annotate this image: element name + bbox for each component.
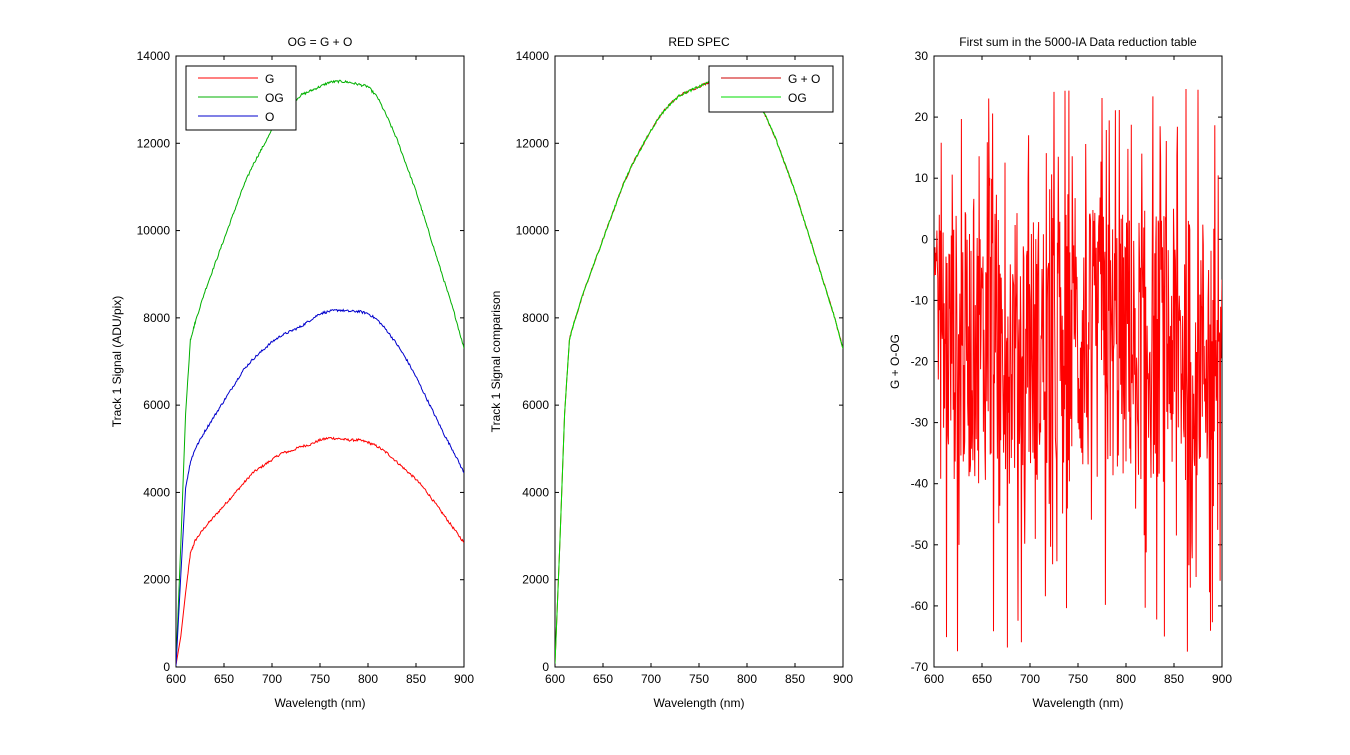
y-tick-label: 12000 [516, 136, 550, 150]
x-tick-label: 700 [262, 672, 282, 686]
y-tick-label: -20 [911, 355, 929, 369]
y-tick-label: 2000 [143, 573, 170, 587]
legend: G OG O [185, 65, 297, 131]
x-tick-label: 900 [1212, 672, 1232, 686]
legend-label: O [265, 110, 274, 124]
y-tick-label: 0 [542, 660, 549, 674]
x-tick-label: 900 [454, 672, 474, 686]
y-tick-label: 0 [163, 660, 170, 674]
legend-box [185, 65, 297, 131]
chart-3: 600 650 700 750 800 850 900 -70 -60 -50 -40 -30 -20 -… [888, 35, 1232, 710]
x-tick-label: 600 [166, 672, 186, 686]
x-axis-label: Wavelength (nm) [275, 696, 366, 710]
y-tick-label: -10 [911, 293, 929, 307]
x-tick-label: 750 [1068, 672, 1088, 686]
y-tick-label: 10000 [137, 224, 171, 238]
y-axis-label: Track 1 Signal comparison [489, 291, 503, 433]
y-tick-label: 6000 [522, 398, 549, 412]
legend-label: G [265, 72, 274, 86]
y-axis-label: G + O-OG [888, 334, 902, 389]
y-tick-label: 4000 [522, 485, 549, 499]
y-tick-label: 8000 [143, 311, 170, 325]
series-line-o [176, 308, 464, 666]
legend-label: G + O [788, 72, 820, 86]
x-tick-label: 650 [593, 672, 613, 686]
chart-1: 600 650 700 750 800 850 900 0 2000 4000 6000 8000 10… [110, 35, 474, 710]
series-line-og [555, 79, 843, 664]
y-tick-label: 6000 [143, 398, 170, 412]
y-tick-label: -70 [911, 660, 929, 674]
y-axis-label: Track 1 Signal (ADU/pix) [110, 296, 124, 428]
x-tick-label: 800 [737, 672, 757, 686]
x-axis-label: Wavelength (nm) [1033, 696, 1124, 710]
y-tick-label: -30 [911, 416, 929, 430]
x-tick-label: 850 [785, 672, 805, 686]
x-tick-label: 750 [310, 672, 330, 686]
y-tick-label: 10 [915, 171, 929, 185]
y-tick-label: 14000 [516, 49, 550, 63]
plot-area [554, 55, 844, 668]
series-line-g [176, 436, 464, 665]
x-axis-label: Wavelength (nm) [654, 696, 745, 710]
x-tick-label: 600 [924, 672, 944, 686]
y-tick-label: 2000 [522, 573, 549, 587]
x-tick-label: 700 [1020, 672, 1040, 686]
x-tick-label: 800 [1116, 672, 1136, 686]
y-tick-label: 8000 [522, 311, 549, 325]
y-tick-label: -60 [911, 599, 929, 613]
x-tick-label: 650 [214, 672, 234, 686]
y-tick-label: 0 [921, 232, 928, 246]
chart-2: 600 650 700 750 800 850 900 0 2000 4000 6000 8000 10… [489, 35, 853, 710]
y-tick-label: 12000 [137, 136, 171, 150]
legend-box [708, 65, 834, 113]
series-group [934, 88, 1222, 652]
y-tick-label: -40 [911, 477, 929, 491]
series-line-2 [934, 88, 1222, 652]
y-tick-label: 4000 [143, 485, 170, 499]
x-tick-label: 700 [641, 672, 661, 686]
x-tick-label: 900 [833, 672, 853, 686]
y-tick-label: -50 [911, 538, 929, 552]
y-tick-label: 10000 [516, 224, 550, 238]
x-tick-label: 850 [406, 672, 426, 686]
x-tick-label: 750 [689, 672, 709, 686]
chart-title: OG = G + O [288, 35, 353, 49]
legend-label: OG [265, 91, 284, 105]
legend-label: OG [788, 91, 807, 105]
x-tick-label: 800 [358, 672, 378, 686]
y-tick-label: 30 [915, 49, 929, 63]
plot-area [175, 55, 465, 668]
chart-title: RED SPEC [668, 35, 730, 49]
x-tick-label: 600 [545, 672, 565, 686]
x-tick-label: 650 [972, 672, 992, 686]
y-tick-label: 20 [915, 110, 929, 124]
chart-title: First sum in the 5000-IA Data reduction … [959, 35, 1197, 49]
legend: G + O OG [708, 65, 834, 113]
y-tick-label: 14000 [137, 49, 171, 63]
x-tick-label: 850 [1164, 672, 1184, 686]
series-line-og [176, 79, 464, 664]
series-group [555, 79, 843, 664]
series-group [176, 79, 464, 666]
